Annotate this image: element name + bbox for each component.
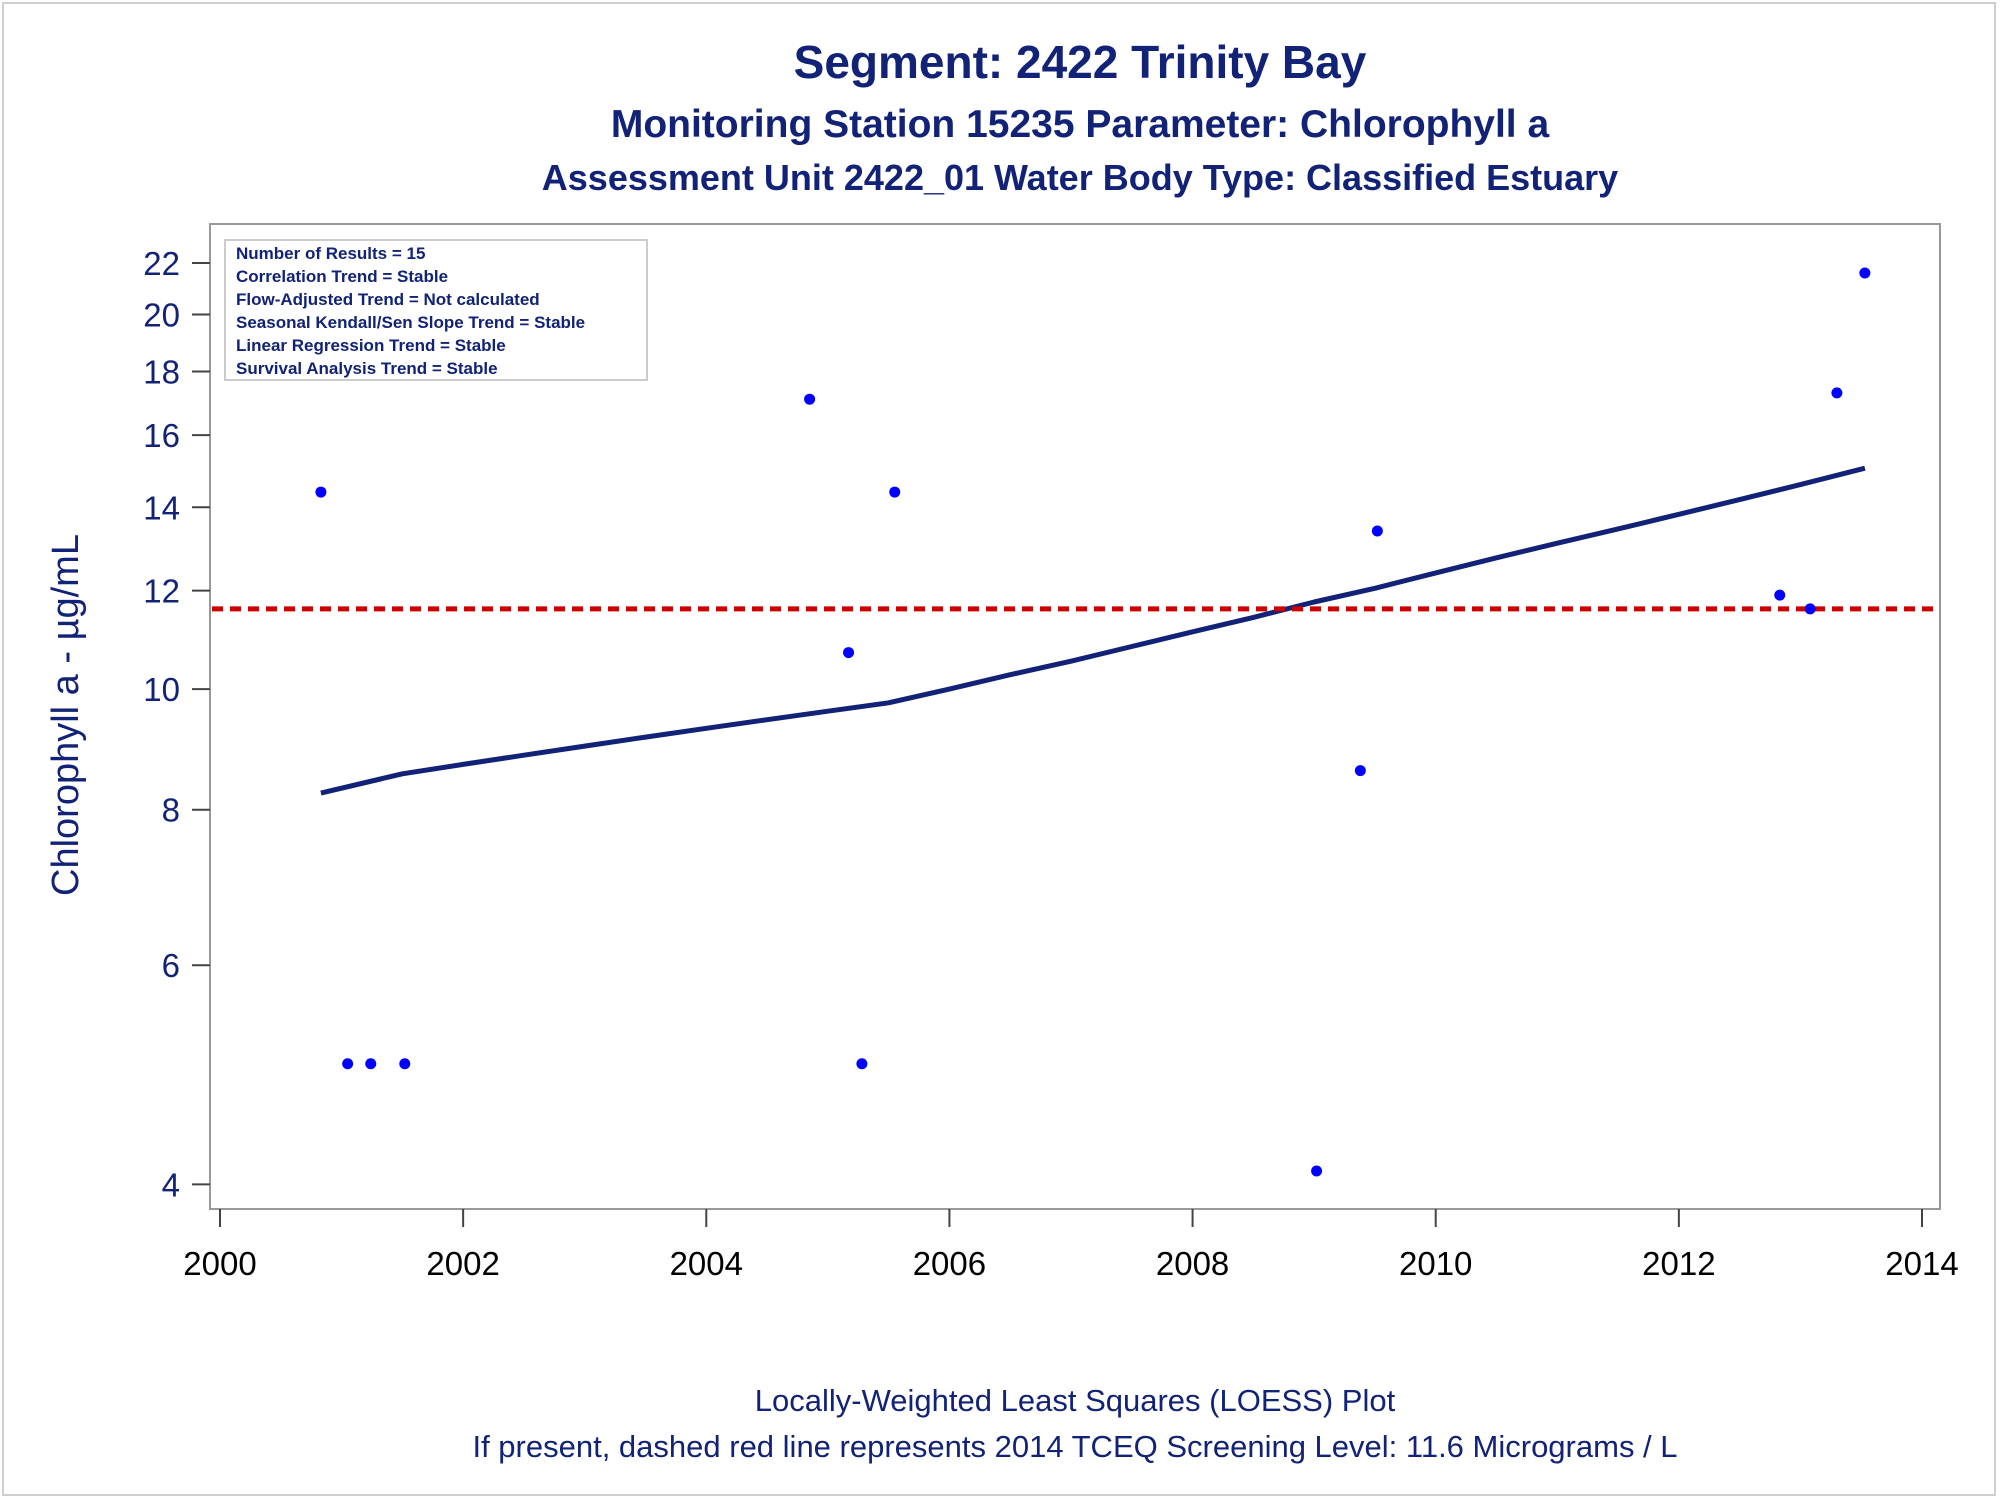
y-tick-label: 16 xyxy=(143,417,180,454)
data-point xyxy=(804,393,816,405)
x-tick-label: 2014 xyxy=(1885,1245,1958,1282)
x-tick-label: 2004 xyxy=(670,1245,743,1282)
stat-seasonal-kendall-trend: Seasonal Kendall/Sen Slope Trend = Stabl… xyxy=(236,313,585,332)
chart-title-line1: Segment: 2422 Trinity Bay xyxy=(794,36,1367,88)
y-tick-label: 6 xyxy=(162,947,180,984)
data-point xyxy=(1774,589,1786,601)
stat-correlation-trend: Correlation Trend = Stable xyxy=(236,267,448,286)
y-tick-label: 4 xyxy=(162,1166,180,1203)
x-tick-label: 2000 xyxy=(183,1245,256,1282)
x-tick-label: 2010 xyxy=(1399,1245,1472,1282)
stats-box xyxy=(224,239,648,381)
stat-flow-adjusted-trend: Flow-Adjusted Trend = Not calculated xyxy=(236,290,540,309)
data-point xyxy=(399,1058,411,1070)
stat-linear-regression-trend: Linear Regression Trend = Stable xyxy=(236,336,506,355)
chart-title-line2: Monitoring Station 15235 Parameter: Chlo… xyxy=(611,103,1550,146)
data-point xyxy=(1371,525,1383,537)
data-point xyxy=(1311,1165,1323,1177)
axis-ticks: 4 6 8 10 12 14 16 18 20 22 2000 2002 2004 2006 2008 201… xyxy=(143,245,1958,1282)
stat-survival-analysis-trend: Survival Analysis Trend = Stable xyxy=(236,359,498,378)
footnote-line1: Locally-Weighted Least Squares (LOESS) P… xyxy=(755,1383,1396,1418)
data-point xyxy=(1859,267,1871,279)
y-tick-label: 14 xyxy=(143,489,180,526)
footnote-line2: If present, dashed red line represents 2… xyxy=(472,1429,1677,1464)
y-tick-label: 18 xyxy=(143,353,180,390)
x-tick-label: 2006 xyxy=(913,1245,986,1282)
data-point xyxy=(315,486,327,498)
data-point xyxy=(843,647,855,659)
plot-area xyxy=(209,223,1941,1210)
stat-number-of-results: Number of Results = 15 xyxy=(236,244,425,263)
y-axis-label: Chlorophyll a - µg/mL xyxy=(45,534,87,896)
y-tick-label: 8 xyxy=(162,792,180,829)
data-point xyxy=(1804,603,1816,615)
y-tick-label: 20 xyxy=(143,297,180,334)
x-tick-label: 2008 xyxy=(1156,1245,1229,1282)
x-tick-label: 2012 xyxy=(1642,1245,1715,1282)
data-point xyxy=(1354,765,1366,777)
data-point xyxy=(342,1058,354,1070)
y-tick-label: 10 xyxy=(143,671,180,708)
chart-title-line3: Assessment Unit 2422_01 Water Body Type:… xyxy=(542,157,1618,198)
y-tick-label: 22 xyxy=(143,245,180,282)
loess-trend-line xyxy=(320,465,1866,796)
chart-marks xyxy=(212,267,1938,1177)
x-tick-label: 2002 xyxy=(426,1245,499,1282)
y-tick-label: 12 xyxy=(143,573,180,610)
data-point xyxy=(856,1058,868,1070)
data-point xyxy=(365,1058,377,1070)
data-point xyxy=(1831,387,1843,399)
data-point xyxy=(889,486,901,498)
